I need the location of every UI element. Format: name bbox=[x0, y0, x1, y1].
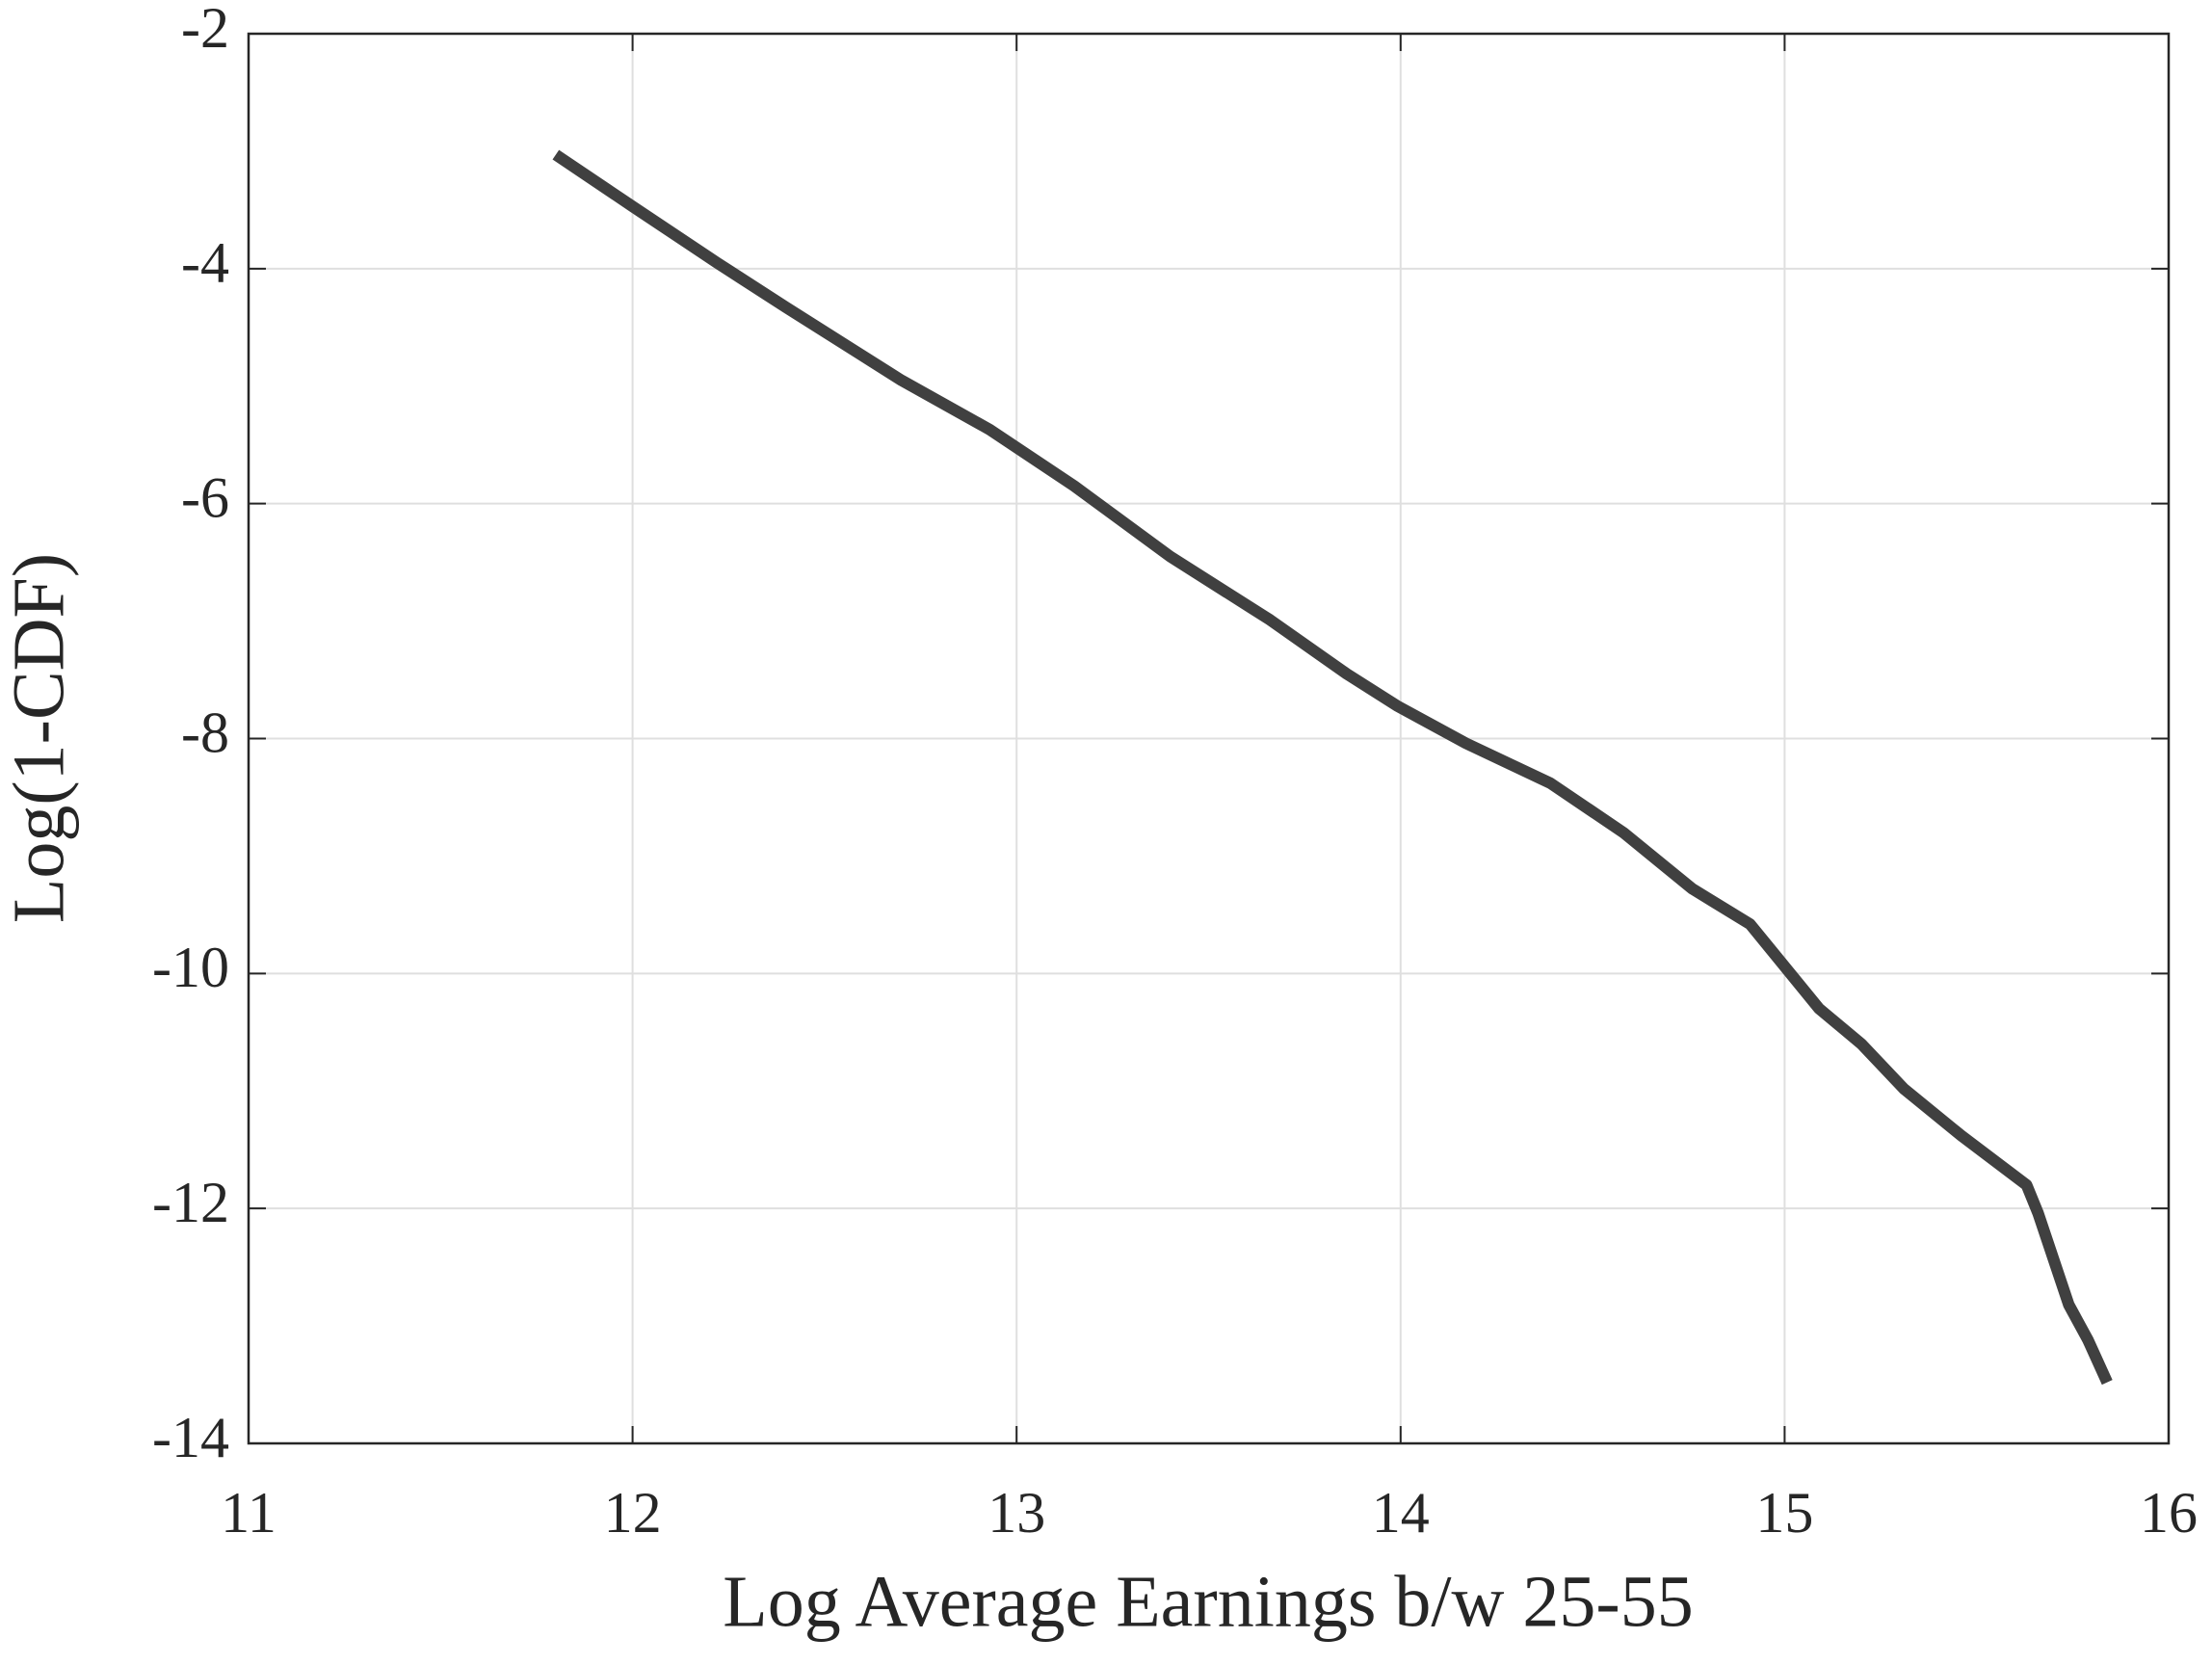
x-tick-label: 14 bbox=[1372, 1481, 1430, 1545]
y-tick-label: -4 bbox=[181, 231, 229, 295]
y-tick-label: -12 bbox=[152, 1171, 229, 1234]
plot-frame bbox=[247, 32, 2171, 1445]
y-tick-label: -14 bbox=[152, 1406, 229, 1469]
x-tick-label: 12 bbox=[604, 1481, 662, 1545]
y-tick-label: -2 bbox=[181, 0, 229, 60]
y-axis-label: Log(1-CDF) bbox=[0, 553, 79, 923]
data-line bbox=[552, 149, 2113, 1386]
x-tick-label: 15 bbox=[1755, 1481, 1813, 1545]
x-axis-label: Log Average Earnings b/w 25-55 bbox=[723, 1561, 1693, 1642]
y-tick-label: -6 bbox=[181, 465, 229, 529]
y-tick-label: -10 bbox=[152, 936, 229, 999]
x-tick-label: 13 bbox=[988, 1481, 1045, 1545]
y-tick-label: -8 bbox=[181, 700, 229, 764]
x-tick-label: 11 bbox=[221, 1481, 276, 1545]
x-tick-label: 16 bbox=[2140, 1481, 2198, 1545]
